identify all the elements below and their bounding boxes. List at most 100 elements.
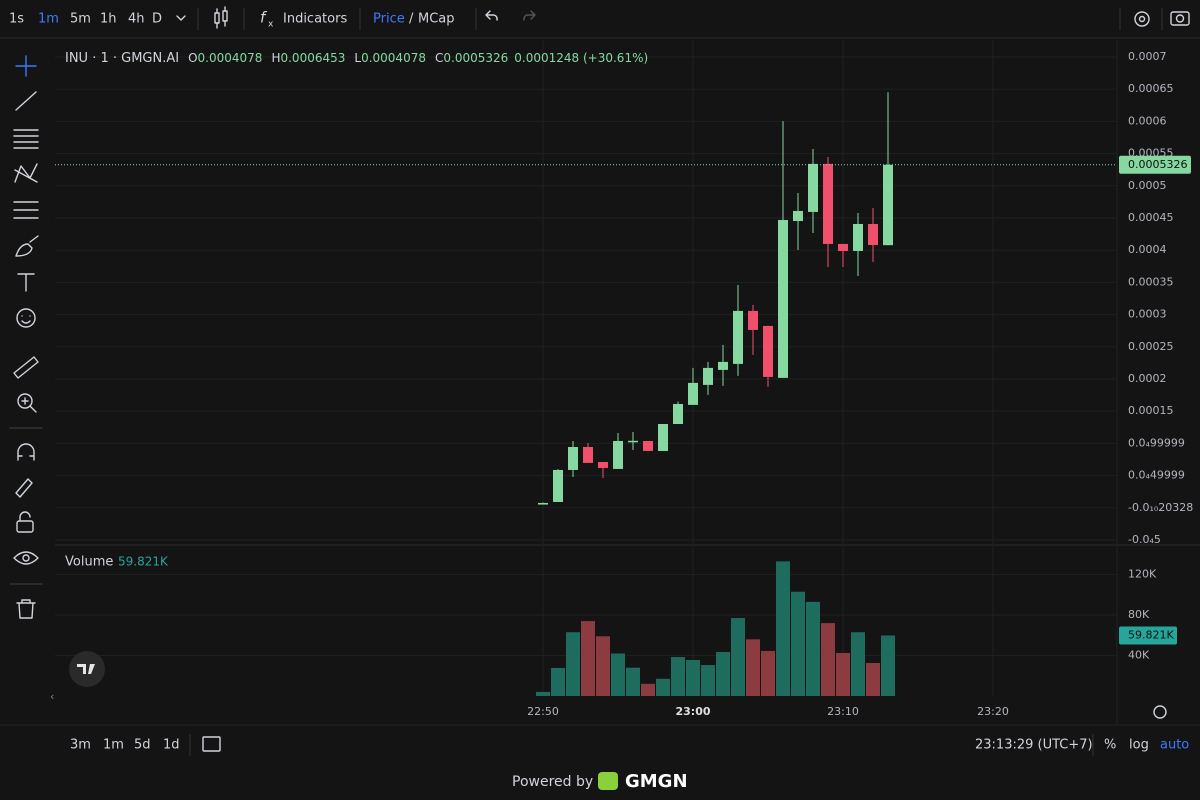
camera[interactable] (1170, 11, 1190, 26)
emoji-tool[interactable] (16, 308, 36, 328)
projection-tool[interactable] (13, 201, 39, 219)
volume-bar (836, 652, 850, 696)
undo[interactable] (485, 10, 498, 21)
brush-tool[interactable] (15, 235, 39, 257)
interval-button[interactable]: D (152, 12, 162, 27)
pattern-tool[interactable] (14, 163, 38, 183)
magnet-tool[interactable] (17, 443, 35, 461)
y-tick-label: 0.00035 (1128, 275, 1174, 288)
range-buttons: 3m 1m 5d 1d (70, 738, 180, 753)
interval-button[interactable]: 1h (100, 12, 117, 27)
interval-button[interactable]: 1m (38, 12, 59, 27)
volume-bar (776, 561, 790, 696)
eye-pupil (22, 554, 30, 562)
chevron[interactable] (176, 15, 186, 21)
last-price-label: 0.0005326 (1128, 158, 1188, 171)
axis-settings[interactable] (1153, 705, 1167, 719)
candle-body (538, 502, 548, 505)
ohlc-key: L (354, 51, 361, 65)
log-toggle[interactable]: log (1129, 738, 1149, 753)
candle-body (793, 210, 803, 222)
candle-body (823, 163, 833, 244)
volume-legend-value: 59.821K (118, 555, 169, 569)
zoom-handle (21, 397, 37, 413)
candle-body (688, 382, 698, 405)
volume-bar (821, 623, 835, 696)
y-tick-label: 0.0007 (1128, 50, 1167, 63)
candle-body (733, 310, 743, 364)
candle-body (748, 310, 758, 330)
fx-icon[interactable]: f (260, 9, 268, 27)
delete-tool[interactable] (16, 599, 36, 619)
y-tick-label: -0.0₄5 (1128, 533, 1161, 546)
settings-core (1138, 15, 1146, 23)
volume-bar (656, 678, 670, 696)
emoji-face (21, 315, 31, 324)
y-tick-label: 120K (1128, 568, 1157, 581)
interval-button[interactable]: 5m (70, 12, 91, 27)
camera-lens (1175, 14, 1185, 23)
symbol-title: INU · 1 · GMGN.AI (65, 51, 179, 66)
volume-bar (671, 657, 685, 696)
x-tick-label: 23:20 (977, 705, 1009, 718)
volume-bar (716, 651, 730, 696)
text-tool[interactable] (17, 273, 35, 292)
range-button[interactable]: 3m (70, 738, 91, 753)
tv-badge[interactable] (69, 651, 105, 687)
line-tool[interactable] (15, 91, 37, 111)
zoom-tool[interactable] (17, 393, 33, 409)
volume-title: Volume (65, 555, 113, 570)
ohlc-value: 0.0005326 (443, 51, 508, 65)
volume-tag-label: 59.821K (1128, 628, 1174, 641)
volume-bar (611, 653, 625, 696)
volume-bar (596, 636, 610, 696)
ohlc-legend: INU · 1 · GMGN.AI O0.0004078 H0.0006453 L0.… (65, 51, 648, 66)
toggle-separator: / (409, 12, 414, 27)
top-toolbar: f x Indicators Price / MCap (0, 6, 1200, 39)
y-tick-label: 0.0003 (1128, 308, 1167, 321)
lock-tool[interactable] (16, 520, 34, 533)
y-tick-label: 0.0004 (1128, 243, 1167, 256)
volume-bar (851, 632, 865, 696)
volume-bar (791, 591, 805, 696)
range-button[interactable]: 1d (163, 738, 180, 753)
volume-bar (761, 650, 775, 696)
percent-toggle[interactable]: % (1104, 738, 1116, 753)
interval-button[interactable]: 1s (9, 12, 24, 27)
interval-button[interactable]: 4h (128, 12, 145, 27)
powered-by: Powered by (512, 774, 593, 790)
ruler-tool[interactable] (13, 356, 39, 379)
y-tick-label: 80K (1128, 608, 1150, 621)
volume-bar (536, 691, 550, 696)
date-range-icon[interactable] (202, 736, 221, 752)
crosshair-tool[interactable] (15, 55, 37, 77)
candle-body (628, 440, 638, 443)
redo[interactable] (523, 10, 536, 21)
indicators-button[interactable]: Indicators (283, 12, 347, 27)
lock-drawing-tool[interactable] (15, 478, 33, 498)
candle-body (718, 361, 728, 370)
y-tick-label: 0.0005 (1128, 179, 1167, 192)
auto-toggle[interactable]: auto (1160, 738, 1189, 753)
volume-bar (566, 632, 580, 696)
y-tick-label: 0.00025 (1128, 340, 1174, 353)
collapse-toggle[interactable]: ‹ (50, 690, 54, 703)
fib-tool[interactable] (13, 129, 39, 149)
candle-body (763, 325, 773, 377)
candle-body (883, 164, 893, 246)
volume-bar (641, 683, 655, 696)
candle-body (778, 219, 788, 378)
mcap-toggle[interactable]: MCap (418, 12, 455, 27)
settings[interactable] (1134, 11, 1150, 27)
range-button[interactable]: 1m (103, 738, 124, 753)
volume-bar (731, 618, 745, 696)
price-toggle[interactable]: Price (373, 12, 405, 27)
candle-body (673, 403, 683, 424)
candle-icon[interactable] (214, 6, 228, 29)
candle-body (808, 163, 818, 212)
eye-tool[interactable] (13, 551, 39, 565)
range-button[interactable]: 5d (134, 738, 151, 753)
y-tick-label: 0.0006 (1128, 114, 1167, 127)
y-tick-label: 0.0002 (1128, 372, 1167, 385)
